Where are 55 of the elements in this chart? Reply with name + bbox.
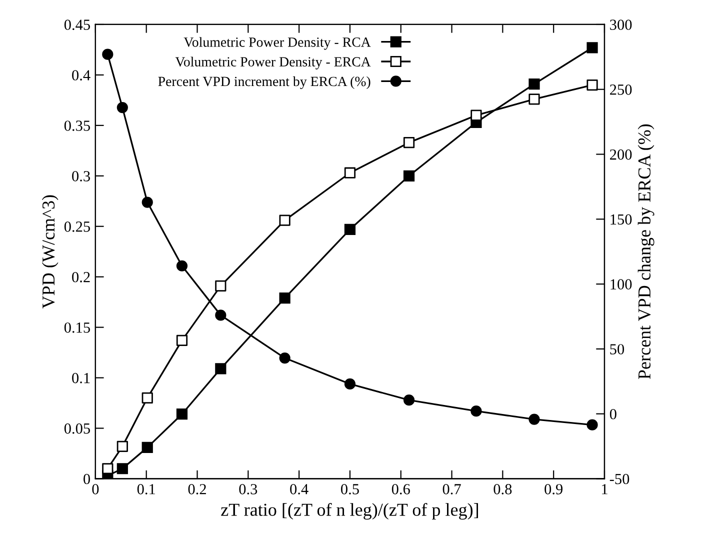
y2-tick-label: 300 [610, 20, 632, 30]
y-axis-title: VPD (W/cm^3) [42, 195, 58, 309]
point [176, 408, 188, 420]
x-tick-label: 0.3 [239, 484, 258, 494]
y2-tick-label: 0 [610, 408, 616, 420]
y2-tick-label: 100 [610, 279, 632, 290]
legend-label: Volumetric Power Density - ERCA [175, 56, 371, 70]
y-tick-label: 0.2 [72, 272, 90, 282]
y-tick-label: 0.3 [72, 171, 90, 182]
point [344, 224, 356, 235]
point [176, 260, 188, 272]
y-tick-label: 0.4 [72, 70, 90, 80]
y-tick-label: 0.1 [72, 372, 90, 384]
point [142, 196, 153, 208]
point [470, 406, 482, 417]
point [528, 414, 540, 425]
y2-tick-label: 200 [610, 149, 632, 160]
point [215, 310, 226, 321]
x-tick-label: 0.9 [544, 484, 563, 494]
x-axis-title: zT ratio [(zT of n leg)/(zT of p leg)] [221, 502, 478, 520]
y2-tick-label: 250 [610, 84, 632, 95]
x-tick-label: 0.8 [494, 484, 512, 494]
point [403, 170, 415, 182]
y-tick-label: 0.35 [64, 120, 90, 131]
y2-axis-title: Percent VPD change by ERCA (%) [638, 124, 654, 380]
y2-tick-label: 150 [610, 214, 632, 225]
legend-label: Volumetric Power Density - RCA [184, 37, 371, 50]
y2-tick-label: 50 [610, 344, 624, 354]
x-tick-label: 0.7 [442, 484, 461, 494]
y-tick-label: 0.45 [64, 20, 90, 30]
point [102, 48, 114, 60]
y2-tick-label: -50 [610, 474, 630, 484]
point [116, 102, 128, 114]
y-tick-label: 0.05 [64, 423, 90, 434]
point [528, 78, 540, 90]
x-tick-label: 0.6 [392, 484, 410, 494]
point [586, 419, 598, 430]
point [344, 378, 356, 390]
point [142, 442, 153, 453]
point [279, 352, 290, 364]
x-tick-label: 0.5 [341, 484, 359, 494]
x-tick-label: 0 [92, 484, 99, 494]
y-tick-label: 0 [84, 474, 90, 484]
x-tick-label: 1 [602, 484, 608, 494]
x-tick-label: 0.4 [290, 484, 308, 494]
x-tick-label: 0.2 [188, 484, 206, 494]
legend-label: Percent VPD increment by ERCA (%) [158, 76, 370, 90]
point [586, 42, 598, 54]
x-tick-label: 0.1 [137, 484, 155, 494]
y-tick-label: 0.15 [64, 322, 90, 333]
y-tick-label: 0.25 [64, 222, 90, 232]
point [279, 292, 290, 304]
point [215, 363, 226, 374]
point [116, 463, 128, 474]
point [403, 394, 415, 406]
